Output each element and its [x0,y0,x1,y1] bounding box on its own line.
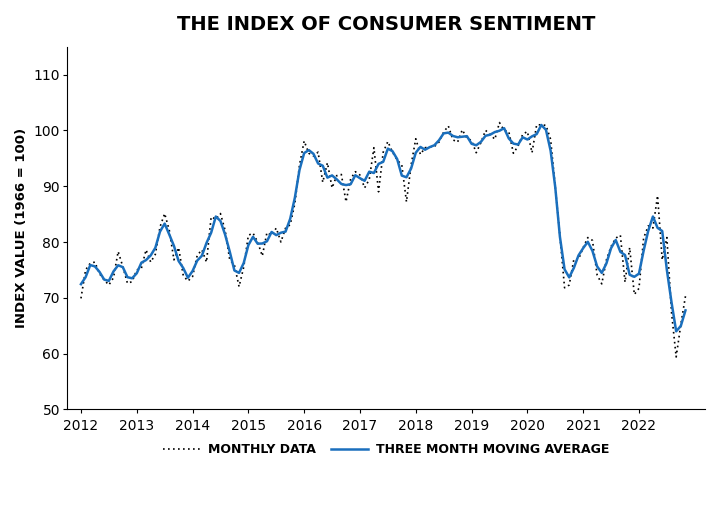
THREE MONTH MOVING AVERAGE [681,307,690,313]
THREE MONTH MOVING AVERAGE [132,270,141,276]
MONTHLY DATA [384,138,392,144]
MONTHLY DATA [541,122,550,129]
THREE MONTH MOVING AVERAGE [672,328,680,334]
THREE MONTH MOVING AVERAGE [541,127,550,133]
MONTHLY DATA [314,149,323,155]
MONTHLY DATA [672,354,680,360]
Legend: MONTHLY DATA, THREE MONTH MOVING AVERAGE: MONTHLY DATA, THREE MONTH MOVING AVERAGE [158,438,614,461]
THREE MONTH MOVING AVERAGE [267,229,276,235]
THREE MONTH MOVING AVERAGE [300,150,308,156]
MONTHLY DATA [132,267,141,273]
MONTHLY DATA [300,138,308,144]
MONTHLY DATA [495,119,504,125]
THREE MONTH MOVING AVERAGE [537,122,546,128]
MONTHLY DATA [681,293,690,299]
Y-axis label: INDEX VALUE (1966 = 100): INDEX VALUE (1966 = 100) [15,128,28,328]
Title: THE INDEX OF CONSUMER SENTIMENT: THE INDEX OF CONSUMER SENTIMENT [177,15,595,34]
THREE MONTH MOVING AVERAGE [384,145,392,152]
Line: THREE MONTH MOVING AVERAGE: THREE MONTH MOVING AVERAGE [81,125,685,331]
THREE MONTH MOVING AVERAGE [314,160,323,166]
MONTHLY DATA [76,295,85,302]
MONTHLY DATA [267,232,276,239]
Line: MONTHLY DATA: MONTHLY DATA [81,122,685,357]
THREE MONTH MOVING AVERAGE [76,281,85,287]
